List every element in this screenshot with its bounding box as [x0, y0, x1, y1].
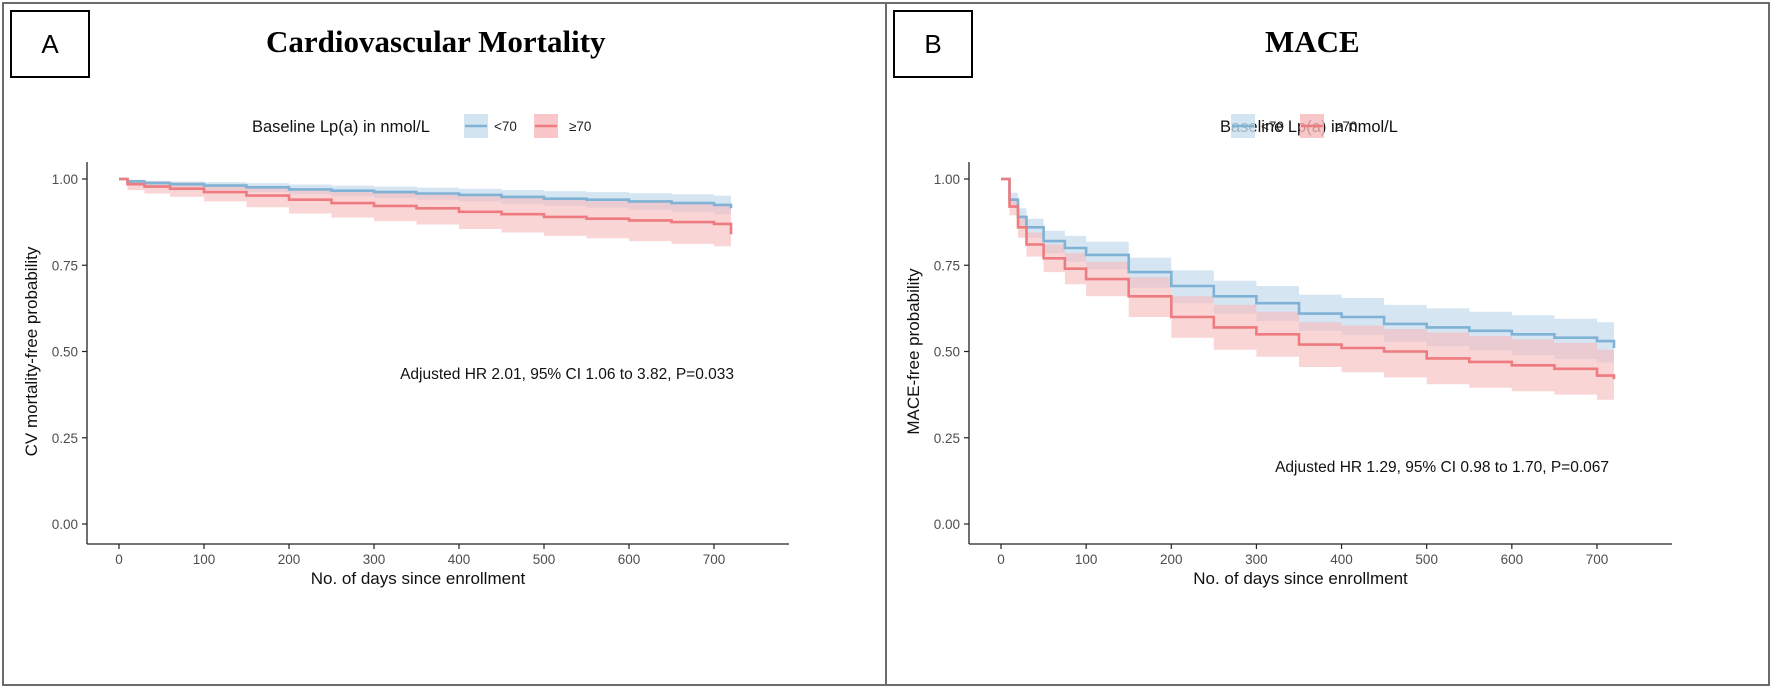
x-tick-label: 0	[997, 552, 1005, 567]
x-tick-label: 400	[1330, 552, 1353, 567]
y-tick-label: 0.50	[52, 345, 78, 360]
km-plot-cv-mortality: 0.00 0.25 0.50 0.75 1.00 0 100 200 300 400 500 600 7…	[22, 114, 789, 588]
y-tick-label: 0.75	[52, 258, 78, 273]
ci-band-low	[1001, 179, 1614, 366]
y-tick-label: 1.00	[52, 172, 78, 187]
panel-label: B	[893, 10, 973, 78]
y-axis-title: CV mortality-free probability	[22, 246, 41, 456]
x-tick-label: 500	[533, 552, 556, 567]
survival-line-low	[119, 177, 733, 209]
y-tick-label: 0.00	[52, 517, 78, 532]
panel-label: A	[10, 10, 90, 78]
y-tick-label: 1.00	[934, 172, 960, 187]
survival-line-high	[1001, 177, 1616, 380]
x-tick-label: 600	[618, 552, 641, 567]
legend-label-low: <70	[1261, 119, 1284, 134]
y-tick-label: 0.50	[934, 345, 960, 360]
y-tick-label: 0.25	[52, 431, 78, 446]
x-axis-title: No. of days since enrollment	[311, 569, 526, 588]
panel-b: B MACE 0.00 0.25 0.50 0.75 1.00 0 100 200 300 400…	[885, 2, 1770, 686]
y-tick-label: 0.00	[934, 517, 960, 532]
x-tick-label: 600	[1501, 552, 1524, 567]
survival-line-high	[119, 177, 733, 235]
x-tick-label: 500	[1415, 552, 1438, 567]
x-tick-label: 100	[1075, 552, 1098, 567]
y-axis-title: MACE-free probability	[904, 268, 923, 435]
x-tick-label: 300	[363, 552, 386, 567]
hr-annotation: Adjusted HR 1.29, 95% CI 0.98 to 1.70, P…	[1275, 459, 1609, 476]
legend-label-low: <70	[494, 119, 517, 134]
ci-band-high	[1001, 179, 1614, 404]
legend-title: Baseline Lp(a) in nmol/L	[252, 118, 430, 136]
km-plot-mace: 0.00 0.25 0.50 0.75 1.00 0 100 200 300 400 500 600 7…	[904, 114, 1672, 588]
ci-band-high	[119, 179, 731, 259]
panel-title: MACE	[1265, 24, 1360, 59]
panel-title: Cardiovascular Mortality	[266, 24, 606, 59]
legend-label-high: ≥70	[569, 119, 591, 134]
x-tick-label: 400	[448, 552, 471, 567]
x-tick-label: 200	[1160, 552, 1183, 567]
x-axis-title: No. of days since enrollment	[1193, 569, 1408, 588]
x-tick-label: 700	[1586, 552, 1609, 567]
y-tick-label: 0.75	[934, 258, 960, 273]
panel-a: A Cardiovascular Mortality 0.00 0.25 0.50 0…	[2, 2, 887, 686]
legend-label-high: ≥70	[1335, 119, 1357, 134]
x-tick-label: 300	[1245, 552, 1268, 567]
y-tick-label: 0.25	[934, 431, 960, 446]
x-tick-label: 700	[703, 552, 726, 567]
survival-line-low	[1001, 177, 1616, 348]
hr-annotation: Adjusted HR 2.01, 95% CI 1.06 to 3.82, P…	[400, 366, 734, 383]
x-tick-label: 100	[193, 552, 216, 567]
x-tick-label: 0	[115, 552, 123, 567]
x-tick-label: 200	[278, 552, 301, 567]
